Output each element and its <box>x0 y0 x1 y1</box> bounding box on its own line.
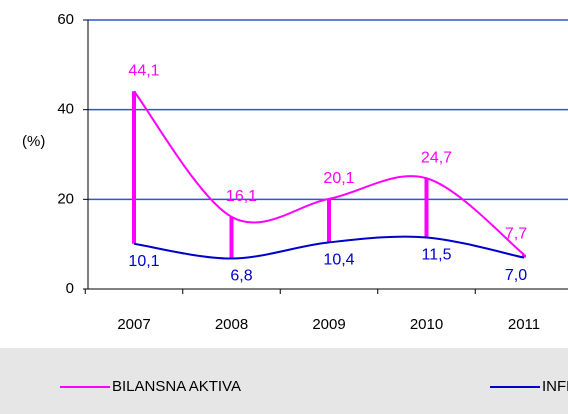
value-label: 6,8 <box>230 268 252 285</box>
y-tick-label: 60 <box>57 11 74 28</box>
legend-box <box>0 348 568 414</box>
x-tick-label: 2009 <box>312 316 345 333</box>
y-tick-label: 0 <box>66 280 74 297</box>
x-tick-label: 2010 <box>410 316 443 333</box>
y-tick-label: 40 <box>57 101 74 118</box>
value-label: 44,1 <box>128 63 159 80</box>
y-tick-label: 20 <box>57 190 74 207</box>
value-label: 16,1 <box>226 188 257 205</box>
value-label: 10,1 <box>128 253 159 270</box>
value-label: 20,1 <box>323 170 354 187</box>
value-label: 7,0 <box>505 267 527 284</box>
x-tick-label: 2008 <box>215 316 248 333</box>
x-tick-label: 2011 <box>508 316 540 333</box>
value-label: 7,7 <box>505 226 527 243</box>
x-tick-label: 2007 <box>117 316 150 333</box>
series-line <box>133 235 525 260</box>
value-label: 10,4 <box>323 252 354 269</box>
series-line <box>133 90 525 256</box>
value-label: 11,5 <box>422 247 452 264</box>
legend-label: INFLACIJA <box>542 378 568 395</box>
legend-label: BILANSNA AKTIVA <box>112 378 241 395</box>
y-axis-label: (%) <box>22 133 45 150</box>
value-label: 24,7 <box>421 149 452 166</box>
